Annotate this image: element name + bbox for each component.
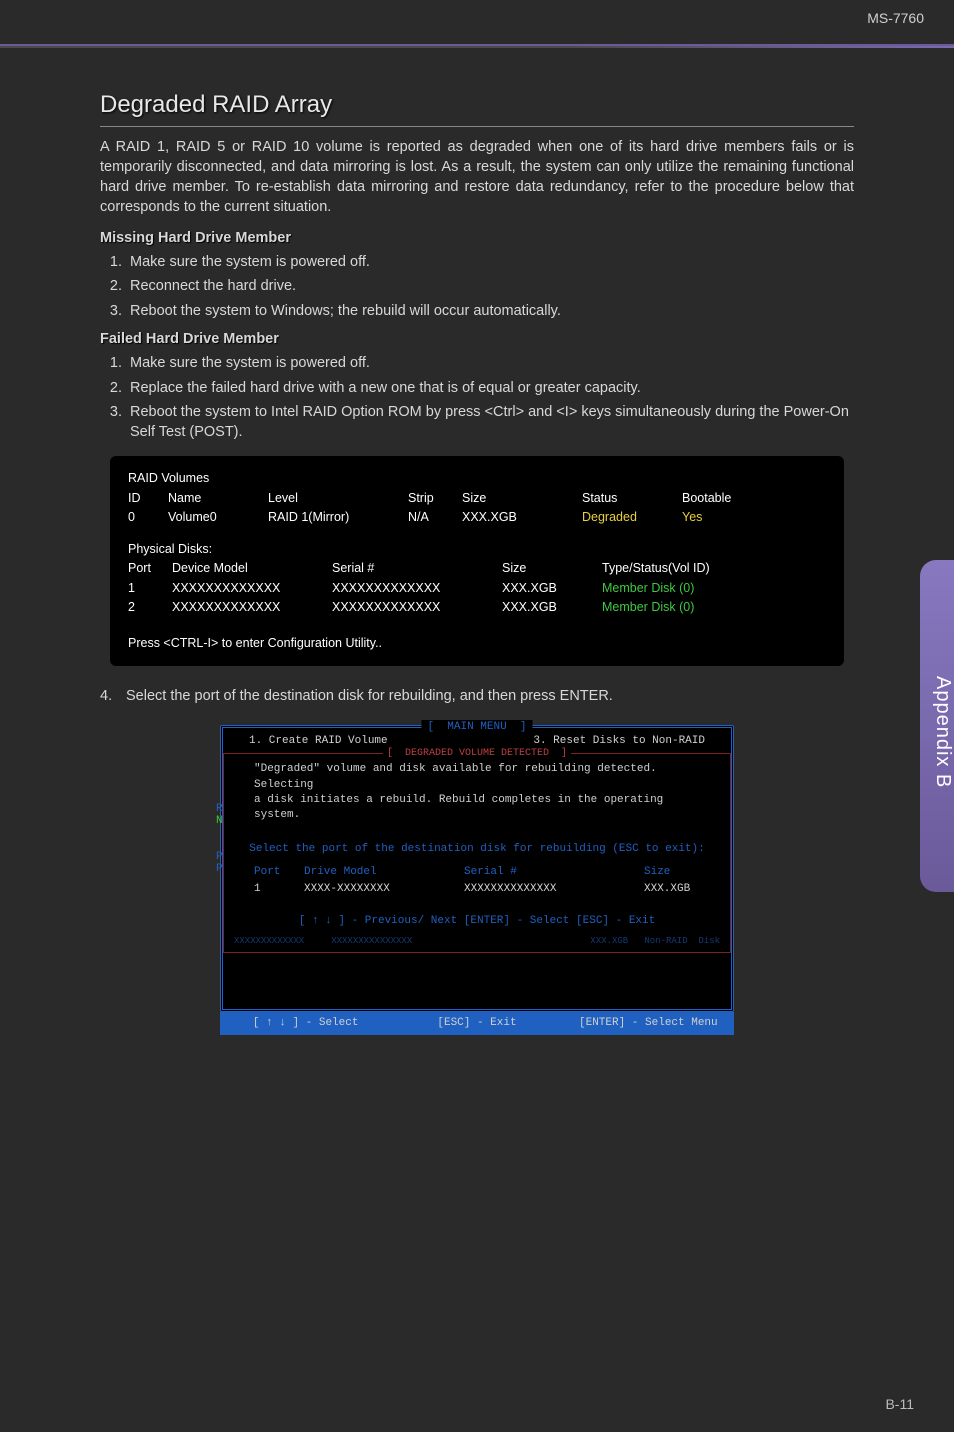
r-serial: XXXXXXXXXXXXXX [464, 882, 644, 897]
col-size: Size [462, 490, 582, 508]
rebuild-table-head: Port Drive Model Serial # Size [224, 865, 730, 880]
header-model: MS-7760 [0, 0, 954, 46]
col-bootable: Bootable [682, 490, 731, 508]
p1-type: Member Disk (0) [602, 580, 694, 598]
rom-press-line: Press <CTRL-I> to enter Configuration Ut… [128, 635, 826, 653]
failed-steps: Make sure the system is powered off. Rep… [100, 353, 854, 442]
r-size: XXX.XGB [644, 882, 690, 897]
missing-steps: Make sure the system is powered off. Rec… [100, 252, 854, 321]
pcol-port: Port [128, 560, 172, 578]
failed-step-1: Make sure the system is powered off. [126, 353, 854, 373]
degraded-line-2: a disk initiates a rebuild. Rebuild comp… [254, 793, 710, 824]
rom-vol-row: 0 Volume0 RAID 1(Mirror) N/A XXX.XGB Deg… [128, 509, 826, 527]
raid-rom-box: RAID Volumes ID Name Level Strip Size St… [110, 456, 844, 666]
step4-number: 4. [100, 686, 126, 706]
h-size: Size [644, 865, 670, 880]
menu-option-1[interactable]: 1. Create RAID Volume [249, 734, 388, 749]
missing-heading: Missing Hard Drive Member [100, 228, 854, 248]
bottom-blue-bar: [ ↑ ↓ ] - Select [ESC] - Exit [ENTER] - … [220, 1012, 734, 1035]
edge-letter-p2: P [216, 862, 223, 877]
intro-paragraph: A RAID 1, RAID 5 or RAID 10 volume is re… [100, 137, 854, 218]
rebuild-table-row[interactable]: 1 XXXX-XXXXXXXX XXXXXXXXXXXXXX XXX.XGB [224, 880, 730, 899]
edge-letter-n: N [216, 814, 223, 829]
page-title: Degraded RAID Array [100, 88, 854, 127]
missing-step-1: Make sure the system is powered off. [126, 252, 854, 272]
vol-status: Degraded [582, 509, 682, 527]
bottom-esc: [ESC] - Exit [391, 1016, 562, 1031]
vol-name: Volume0 [168, 509, 268, 527]
rom-phy-head: Physical Disks: [128, 541, 826, 559]
degraded-sub-box: [ DEGRADED VOLUME DETECTED ] R N P P "De… [223, 753, 731, 953]
col-level: Level [268, 490, 408, 508]
failed-step-3: Reboot the system to Intel RAID Option R… [126, 402, 854, 443]
h-port: Port [254, 865, 304, 880]
rom-vol-header-row: ID Name Level Strip Size Status Bootable [128, 490, 826, 508]
col-id: ID [128, 490, 168, 508]
p2-type: Member Disk (0) [602, 599, 694, 617]
failed-heading: Failed Hard Drive Member [100, 329, 854, 349]
r-model: XXXX-XXXXXXXX [304, 882, 464, 897]
vol-size: XXX.XGB [462, 509, 582, 527]
r-port: 1 [254, 882, 304, 897]
p2-port: 2 [128, 599, 172, 617]
rom-volumes-head: RAID Volumes [128, 470, 826, 488]
vol-bootable: Yes [682, 509, 702, 527]
rom-phy-row-1: 1 XXXXXXXXXXXXX XXXXXXXXXXXXX XXX.XGB Me… [128, 580, 826, 598]
p2-model: XXXXXXXXXXXXX [172, 599, 332, 617]
missing-step-2: Reconnect the hard drive. [126, 276, 854, 296]
pcol-model: Device Model [172, 560, 332, 578]
p1-size: XXX.XGB [502, 580, 602, 598]
missing-step-3: Reboot the system to Windows; the rebuil… [126, 301, 854, 321]
degraded-sub-title: [ DEGRADED VOLUME DETECTED ] [383, 747, 571, 761]
select-port-line: Select the port of the destination disk … [224, 842, 730, 857]
vol-id: 0 [128, 509, 168, 527]
rom-phy-header-row: Port Device Model Serial # Size Type/Sta… [128, 560, 826, 578]
main-menu-title: [ MAIN MENU ] [421, 720, 532, 735]
vol-level: RAID 1(Mirror) [268, 509, 408, 527]
failed-step-2: Replace the failed hard drive with a new… [126, 378, 854, 398]
nav-hints: [ ↑ ↓ ] - Previous/ Next [ENTER] - Selec… [224, 900, 730, 935]
main-menu-box: [ MAIN MENU ] 1. Create RAID Volume 3. R… [220, 725, 734, 1012]
bottom-select: [ ↑ ↓ ] - Select [220, 1016, 391, 1031]
pcol-type: Type/Status(Vol ID) [602, 560, 710, 578]
pcol-size: Size [502, 560, 602, 578]
col-name: Name [168, 490, 268, 508]
garble-line: XXXXXXXXXXXXX XXXXXXXXXXXXXXX XXX.XGB No… [224, 935, 730, 952]
rom-phy-row-2: 2 XXXXXXXXXXXXX XXXXXXXXXXXXX XXX.XGB Me… [128, 599, 826, 617]
h-serial: Serial # [464, 865, 644, 880]
p1-port: 1 [128, 580, 172, 598]
p2-size: XXX.XGB [502, 599, 602, 617]
p1-serial: XXXXXXXXXXXXX [332, 580, 502, 598]
col-strip: Strip [408, 490, 462, 508]
p2-serial: XXXXXXXXXXXXX [332, 599, 502, 617]
appendix-side-tab: Appendix B [920, 560, 954, 892]
col-status: Status [582, 490, 682, 508]
pcol-serial: Serial # [332, 560, 502, 578]
bottom-enter: [ENTER] - Select Menu [563, 1016, 734, 1031]
h-model: Drive Model [304, 865, 464, 880]
step4-text: Select the port of the destination disk … [126, 686, 613, 706]
p1-model: XXXXXXXXXXXXX [172, 580, 332, 598]
vol-strip: N/A [408, 509, 462, 527]
degraded-line-1: "Degraded" volume and disk available for… [254, 762, 710, 793]
page-number: B-11 [885, 1396, 914, 1412]
